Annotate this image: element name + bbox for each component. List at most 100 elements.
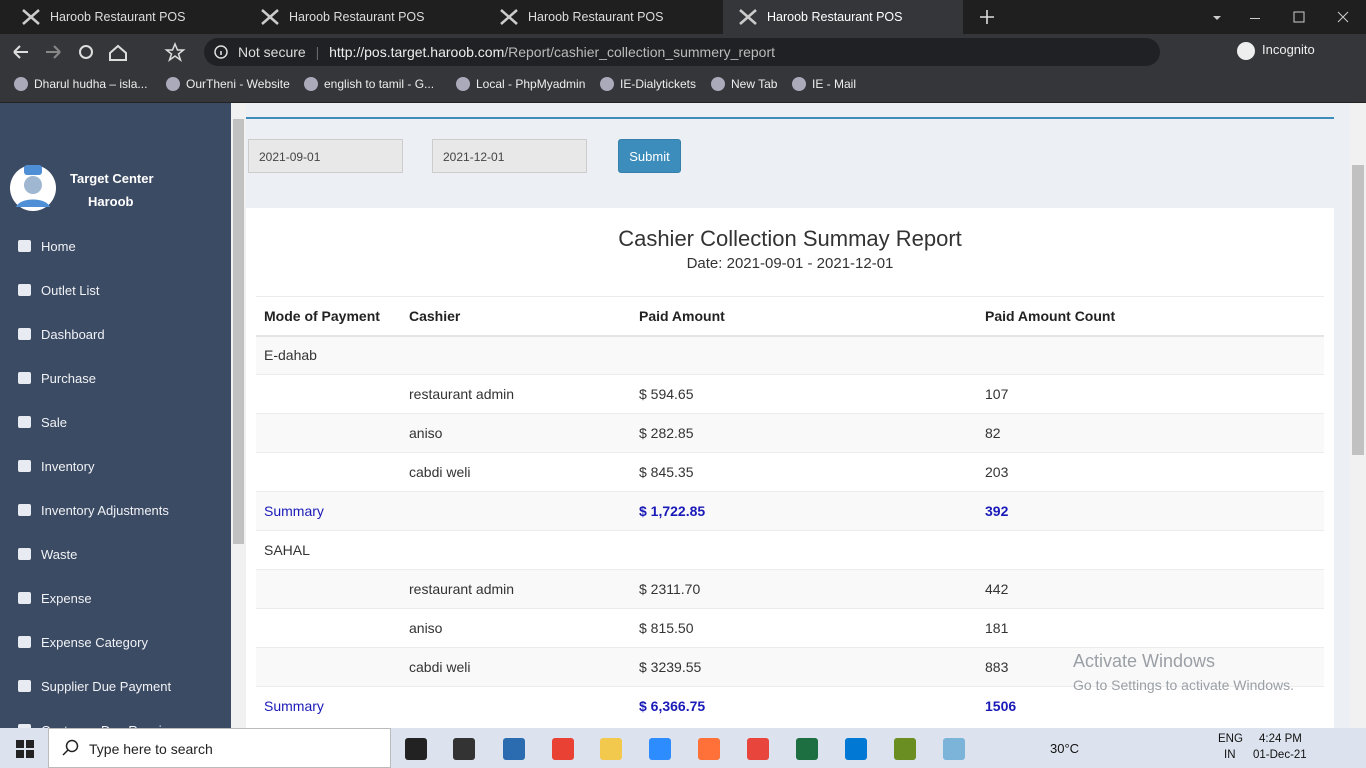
count-cell: 181 [977,608,1324,648]
tab-close[interactable] [937,8,949,20]
menu-label: Customer Due Receive [41,723,175,728]
menu-item[interactable]: Home [18,239,76,254]
menu-label: Expense Category [41,635,148,650]
bookmark-label: english to tamil - G... [324,77,435,91]
count-cell: 883 [977,647,1324,687]
bookmark-icon [456,77,470,91]
header-cell: Cashier [401,296,631,337]
taskbar-app[interactable] [405,738,427,760]
tab[interactable]: Haroob Restaurant POS [723,0,963,34]
taskbar-app[interactable] [943,738,965,760]
info-icon [214,45,228,59]
report-title: Cashier Collection Summay Report [618,226,962,251]
menu-icon [18,416,31,428]
menu-label: Home [41,239,76,254]
menu-icon [18,724,31,728]
menu-item[interactable]: Supplier Due Payment [18,679,171,694]
nav-buttons[interactable] [10,42,200,62]
favicon [739,9,757,25]
lang[interactable]: ENG [1218,733,1243,745]
content: 2021-09-01 2021-12-01 Submit Cashier Col… [246,103,1350,728]
search-box[interactable]: Type here to search [48,728,391,768]
menu-label: Sale [41,415,68,430]
report-card: Cashier Collection Summay Report Date: 2… [246,208,1334,728]
menu-item[interactable]: Inventory [18,459,94,474]
menu-item[interactable]: Sale [18,415,68,430]
tab-close[interactable] [459,8,471,20]
avatar [10,165,56,211]
brand-line2: Haroob [88,194,134,209]
bookmark-icon [792,77,806,91]
bookmark[interactable]: english to tamil - G... [304,77,434,91]
tab-strip: Haroob Restaurant POS Haroob Restaurant P… [0,0,1366,34]
clock-time[interactable]: 4:24 PM [1259,733,1302,745]
menu-item[interactable]: Inventory Adjustments [18,503,169,518]
taskbar-app[interactable] [894,738,916,760]
report-date: Date: 2021-09-01 - 2021-12-01 [686,255,894,272]
menu-item[interactable]: Dashboard [18,327,105,342]
taskbar-app[interactable] [845,738,867,760]
taskbar-app[interactable] [453,738,475,760]
menu-icon [18,328,31,340]
cell [256,413,401,453]
date-to[interactable]: 2021-12-01 [432,139,587,173]
start-button[interactable] [16,740,34,758]
date-from[interactable]: 2021-09-01 [248,139,403,173]
tab-close[interactable] [698,8,710,20]
menu-label: Inventory Adjustments [41,503,169,518]
count-cell: 203 [977,452,1324,492]
menu-label: Expense [41,591,92,606]
url-path: /Report/cashier_collection_summery_repor… [504,44,776,60]
page-scrollbar[interactable] [1350,103,1366,728]
bookmark-label: OurTheni - Website [186,77,290,91]
bookmark[interactable]: IE - Mail [792,77,856,91]
menu-item[interactable]: Expense [18,591,92,606]
taskbar-app[interactable] [747,738,769,760]
menu-item[interactable]: Customer Due Receive [18,723,175,728]
paid-cell: $ 2311.70 [631,569,977,609]
tab-title: Haroob Restaurant POS [289,10,425,24]
table-row: restaurant admin $ 594.65 107 [256,374,1324,414]
bookmark[interactable]: IE-Dialytickets [600,77,696,91]
cashier-cell: restaurant admin [401,374,631,414]
bookmark[interactable]: New Tab [711,77,777,91]
url-host: http://pos.target.haroob.com [329,44,505,60]
taskbar-app[interactable] [698,738,720,760]
menu-item[interactable]: Expense Category [18,635,148,650]
bookmark[interactable]: OurTheni - Website [166,77,290,91]
taskbar-app[interactable] [552,738,574,760]
bookmark-label: Local - PhpMyadmin [476,77,586,91]
paid-cell: $ 845.35 [631,452,977,492]
address-bar[interactable]: Not secure | http://pos.target.haroob.co… [204,38,1160,66]
tab-title: Haroob Restaurant POS [528,10,664,24]
menu-item[interactable]: Waste [18,547,77,562]
tab[interactable]: Haroob Restaurant POS [6,0,246,34]
new-tab[interactable] [978,8,996,26]
sidebar-scrollbar[interactable] [231,103,246,728]
summary-count: 392 [977,491,1324,531]
taskbar-app[interactable] [503,738,525,760]
count-cell: 107 [977,374,1324,414]
taskbar-app[interactable] [796,738,818,760]
bookmark-icon [14,77,28,91]
profile[interactable]: Incognito [1236,42,1315,60]
taskbar: Type here to search 30°C ENG IN 4:24 PM … [0,728,1366,768]
weather[interactable]: 30°C [1050,741,1080,756]
bookmark-icon [166,77,180,91]
taskbar-app[interactable] [600,738,622,760]
menu-item[interactable]: Outlet List [18,283,100,298]
search-text: Type here to search [89,741,213,757]
favicon [500,9,518,25]
tab-close[interactable] [220,8,232,20]
bookmark[interactable]: Local - PhpMyadmin [456,77,585,91]
taskbar-app[interactable] [649,738,671,760]
bookmark[interactable]: Dharul hudha – isla... [14,77,147,91]
tab[interactable]: Haroob Restaurant POS [245,0,485,34]
cell [256,374,401,414]
submit-button[interactable]: Submit [618,139,681,173]
menu-label: Purchase [41,371,96,386]
menu-item[interactable]: Purchase [18,371,96,386]
tab[interactable]: Haroob Restaurant POS [484,0,724,34]
menu-icon [18,680,31,692]
